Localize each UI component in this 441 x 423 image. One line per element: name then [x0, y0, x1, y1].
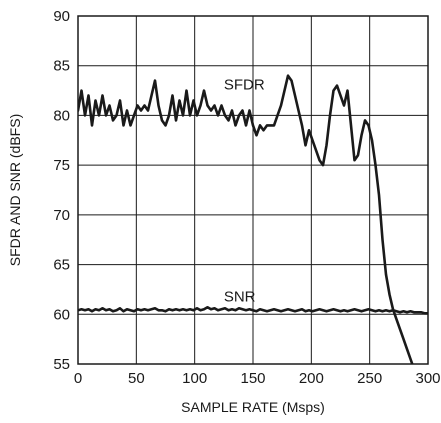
tick-labels: 0 50 100 150 200 250 300 55 60 65 70 75 80 85 90 SFDR SN…	[53, 8, 440, 387]
x-tick-label: 300	[415, 370, 440, 387]
series-sfdr-label: SFDR	[224, 77, 265, 94]
series-group	[78, 74, 428, 364]
y-tick-label: 55	[53, 356, 70, 373]
y-tick-label: 60	[53, 306, 70, 323]
y-tick-label: 75	[53, 157, 70, 174]
series-snr-label: SNR	[224, 288, 256, 305]
series-snr-line	[78, 306, 428, 315]
y-tick-label: 85	[53, 58, 70, 75]
x-tick-label: 250	[357, 370, 382, 387]
y-tick-label: 90	[53, 8, 70, 25]
y-tick-label: 70	[53, 207, 70, 224]
x-tick-label: 150	[240, 370, 265, 387]
x-tick-label: 0	[74, 370, 82, 387]
plot-frame	[77, 15, 429, 365]
y-axis-title: SFDR AND SNR (dBFS)	[7, 114, 23, 266]
x-tick-label: 50	[128, 370, 145, 387]
x-tick-label: 200	[299, 370, 324, 387]
grid	[78, 16, 428, 364]
series-sfdr-line	[78, 74, 414, 364]
x-axis-title: SAMPLE RATE (Msps)	[181, 399, 325, 415]
y-tick-label: 65	[53, 257, 70, 274]
y-tick-label: 80	[53, 107, 70, 124]
x-tick-label: 100	[182, 370, 207, 387]
